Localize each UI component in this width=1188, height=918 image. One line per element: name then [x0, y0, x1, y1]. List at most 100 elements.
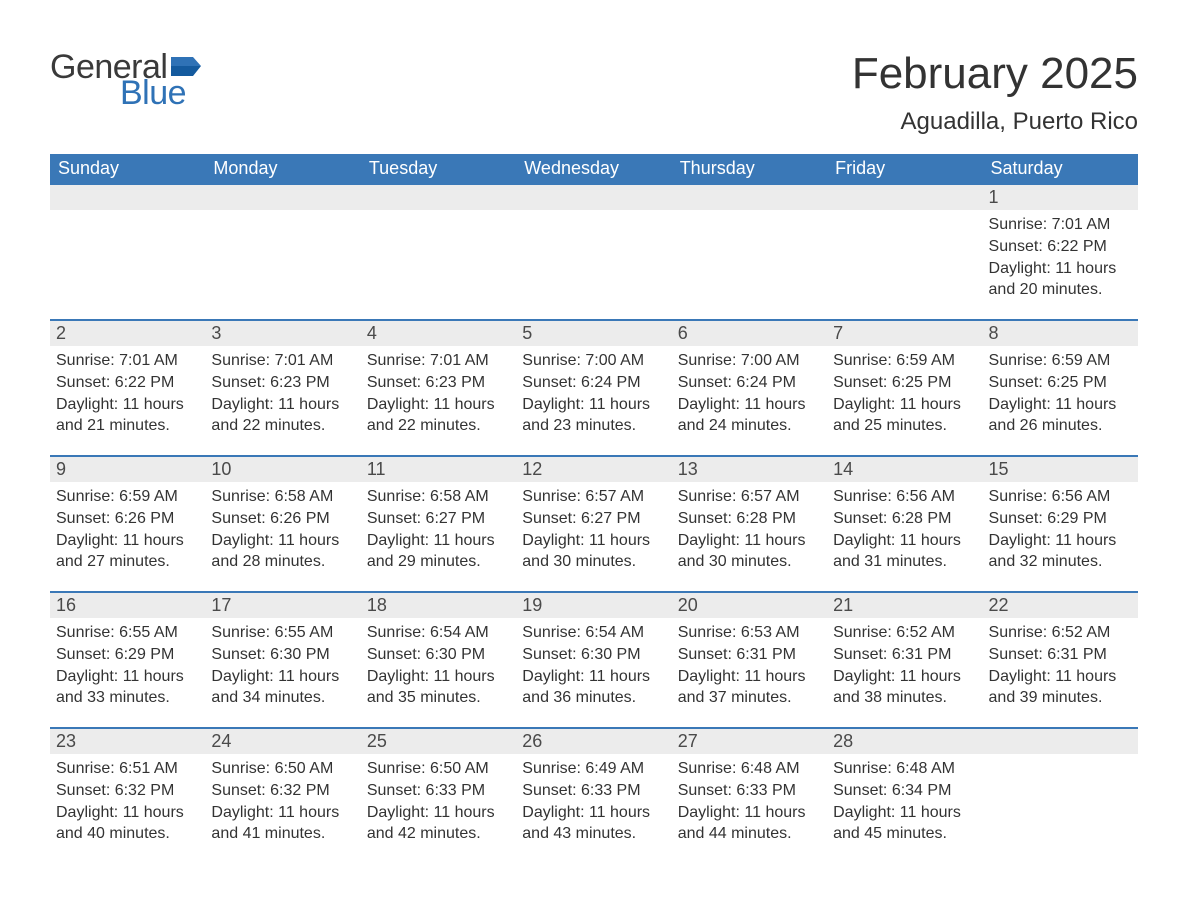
- empty-cell: [516, 210, 671, 320]
- calendar-page: General Blue February 2025 Aguadilla, Pu…: [0, 0, 1188, 894]
- day-detail-cell: Sunrise: 6:50 AMSunset: 6:33 PMDaylight:…: [361, 754, 516, 864]
- daylight-text: Daylight: 11 hours: [367, 802, 510, 824]
- sunset-text: Sunset: 6:28 PM: [678, 508, 821, 530]
- title-block: February 2025 Aguadilla, Puerto Rico: [852, 50, 1138, 136]
- weekday-header: Sunday: [50, 154, 205, 185]
- day-detail-cell: Sunrise: 6:56 AMSunset: 6:29 PMDaylight:…: [983, 482, 1138, 592]
- sunset-text: Sunset: 6:31 PM: [833, 644, 976, 666]
- sunrise-text: Sunrise: 6:48 AM: [833, 758, 976, 780]
- daylight-text: Daylight: 11 hours: [211, 802, 354, 824]
- daylight-text: and 30 minutes.: [678, 551, 821, 573]
- sunrise-text: Sunrise: 7:00 AM: [522, 350, 665, 372]
- daylight-text: Daylight: 11 hours: [678, 394, 821, 416]
- brand-logo: General Blue: [50, 50, 201, 110]
- day-detail-cell: Sunrise: 6:58 AMSunset: 6:27 PMDaylight:…: [361, 482, 516, 592]
- day-number-cell: 1: [983, 185, 1138, 210]
- day-number-cell: 12: [516, 456, 671, 482]
- day-detail-cell: Sunrise: 6:54 AMSunset: 6:30 PMDaylight:…: [516, 618, 671, 728]
- day-detail-cell: Sunrise: 6:55 AMSunset: 6:29 PMDaylight:…: [50, 618, 205, 728]
- sunset-text: Sunset: 6:34 PM: [833, 780, 976, 802]
- day-detail-cell: Sunrise: 6:52 AMSunset: 6:31 PMDaylight:…: [827, 618, 982, 728]
- day-number-cell: 14: [827, 456, 982, 482]
- month-title: February 2025: [852, 50, 1138, 98]
- day-detail-cell: Sunrise: 7:01 AMSunset: 6:23 PMDaylight:…: [361, 346, 516, 456]
- sunset-text: Sunset: 6:27 PM: [367, 508, 510, 530]
- empty-cell: [516, 185, 671, 210]
- daylight-text: and 31 minutes.: [833, 551, 976, 573]
- daylight-text: Daylight: 11 hours: [367, 530, 510, 552]
- daylight-text: Daylight: 11 hours: [522, 802, 665, 824]
- day-detail-cell: Sunrise: 6:52 AMSunset: 6:31 PMDaylight:…: [983, 618, 1138, 728]
- day-number-cell: 18: [361, 592, 516, 618]
- daylight-text: Daylight: 11 hours: [367, 666, 510, 688]
- sunset-text: Sunset: 6:29 PM: [56, 644, 199, 666]
- day-detail-cell: Sunrise: 6:54 AMSunset: 6:30 PMDaylight:…: [361, 618, 516, 728]
- sunrise-text: Sunrise: 7:00 AM: [678, 350, 821, 372]
- page-header: General Blue February 2025 Aguadilla, Pu…: [50, 50, 1138, 136]
- daylight-text: Daylight: 11 hours: [522, 530, 665, 552]
- daylight-text: and 44 minutes.: [678, 823, 821, 845]
- sunrise-text: Sunrise: 6:58 AM: [211, 486, 354, 508]
- sunset-text: Sunset: 6:22 PM: [56, 372, 199, 394]
- sunrise-text: Sunrise: 6:50 AM: [367, 758, 510, 780]
- day-number-row: 9101112131415: [50, 456, 1138, 482]
- sunset-text: Sunset: 6:25 PM: [833, 372, 976, 394]
- sunset-text: Sunset: 6:22 PM: [989, 236, 1132, 258]
- day-number-cell: 21: [827, 592, 982, 618]
- day-number-cell: 23: [50, 728, 205, 754]
- day-number-cell: 17: [205, 592, 360, 618]
- day-number-cell: 22: [983, 592, 1138, 618]
- day-number-cell: 3: [205, 320, 360, 346]
- sunset-text: Sunset: 6:24 PM: [678, 372, 821, 394]
- empty-cell: [361, 210, 516, 320]
- daylight-text: and 24 minutes.: [678, 415, 821, 437]
- daylight-text: and 22 minutes.: [367, 415, 510, 437]
- sunrise-text: Sunrise: 7:01 AM: [367, 350, 510, 372]
- sunset-text: Sunset: 6:24 PM: [522, 372, 665, 394]
- sunrise-text: Sunrise: 6:49 AM: [522, 758, 665, 780]
- sunset-text: Sunset: 6:33 PM: [678, 780, 821, 802]
- daylight-text: and 34 minutes.: [211, 687, 354, 709]
- daylight-text: and 36 minutes.: [522, 687, 665, 709]
- day-number-cell: 13: [672, 456, 827, 482]
- day-number-cell: 28: [827, 728, 982, 754]
- daylight-text: and 40 minutes.: [56, 823, 199, 845]
- sunrise-text: Sunrise: 7:01 AM: [211, 350, 354, 372]
- location-label: Aguadilla, Puerto Rico: [852, 108, 1138, 136]
- sunset-text: Sunset: 6:32 PM: [211, 780, 354, 802]
- sunrise-text: Sunrise: 6:59 AM: [833, 350, 976, 372]
- weekday-header: Saturday: [983, 154, 1138, 185]
- daylight-text: Daylight: 11 hours: [833, 802, 976, 824]
- day-detail-cell: Sunrise: 6:53 AMSunset: 6:31 PMDaylight:…: [672, 618, 827, 728]
- day-number-cell: 27: [672, 728, 827, 754]
- day-number-cell: 15: [983, 456, 1138, 482]
- weekday-header: Monday: [205, 154, 360, 185]
- daylight-text: and 30 minutes.: [522, 551, 665, 573]
- day-number-cell: 11: [361, 456, 516, 482]
- sunrise-text: Sunrise: 6:57 AM: [522, 486, 665, 508]
- day-number-cell: 16: [50, 592, 205, 618]
- day-detail-cell: Sunrise: 6:48 AMSunset: 6:33 PMDaylight:…: [672, 754, 827, 864]
- sunrise-text: Sunrise: 6:54 AM: [522, 622, 665, 644]
- day-number-cell: 4: [361, 320, 516, 346]
- sunset-text: Sunset: 6:33 PM: [367, 780, 510, 802]
- brand-word-2: Blue: [120, 76, 186, 110]
- sunset-text: Sunset: 6:26 PM: [56, 508, 199, 530]
- daylight-text: and 33 minutes.: [56, 687, 199, 709]
- daylight-text: Daylight: 11 hours: [211, 530, 354, 552]
- daylight-text: and 26 minutes.: [989, 415, 1132, 437]
- sunrise-text: Sunrise: 6:52 AM: [989, 622, 1132, 644]
- day-number-cell: 19: [516, 592, 671, 618]
- daylight-text: Daylight: 11 hours: [522, 666, 665, 688]
- daylight-text: Daylight: 11 hours: [678, 666, 821, 688]
- daylight-text: Daylight: 11 hours: [678, 802, 821, 824]
- sunset-text: Sunset: 6:29 PM: [989, 508, 1132, 530]
- day-detail-cell: Sunrise: 6:56 AMSunset: 6:28 PMDaylight:…: [827, 482, 982, 592]
- weekday-header: Wednesday: [516, 154, 671, 185]
- daylight-text: Daylight: 11 hours: [56, 666, 199, 688]
- empty-cell: [983, 754, 1138, 864]
- daylight-text: Daylight: 11 hours: [211, 394, 354, 416]
- daylight-text: and 29 minutes.: [367, 551, 510, 573]
- day-detail-cell: Sunrise: 6:58 AMSunset: 6:26 PMDaylight:…: [205, 482, 360, 592]
- empty-cell: [672, 210, 827, 320]
